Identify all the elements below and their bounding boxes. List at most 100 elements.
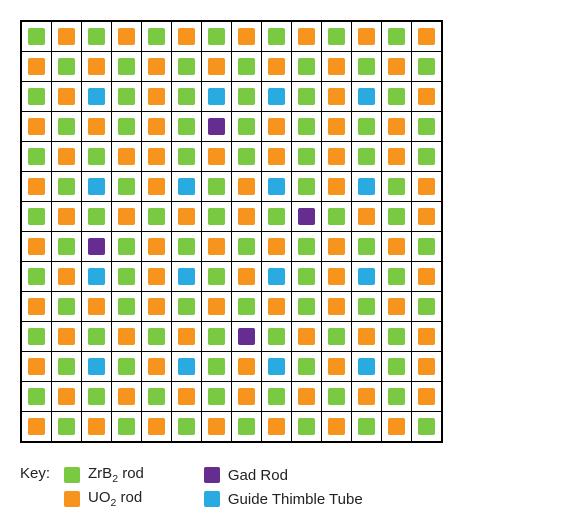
grid-cell (352, 82, 381, 111)
grid-cell (262, 112, 291, 141)
rod (358, 88, 375, 105)
grid-cell (82, 262, 111, 291)
rod (88, 58, 105, 75)
grid-cell (52, 52, 81, 81)
grid-cell (52, 322, 81, 351)
rod (268, 178, 285, 195)
rod (268, 28, 285, 45)
rod (208, 328, 225, 345)
rod (388, 118, 405, 135)
rod (58, 358, 75, 375)
legend-label: Gad Rod (228, 467, 288, 484)
rod (418, 118, 435, 135)
rod (58, 118, 75, 135)
grid-cell (232, 292, 261, 321)
rod (118, 88, 135, 105)
rod (148, 118, 165, 135)
rod (148, 238, 165, 255)
rod (148, 298, 165, 315)
rod (118, 28, 135, 45)
rod (178, 328, 195, 345)
grid-cell (202, 322, 231, 351)
rod (298, 418, 315, 435)
grid-cell (52, 142, 81, 171)
grid-cell (322, 112, 351, 141)
grid-cell (82, 202, 111, 231)
grid-cell (292, 262, 321, 291)
grid-cell (22, 232, 51, 261)
grid-cell (22, 382, 51, 411)
rod (328, 388, 345, 405)
rod (358, 418, 375, 435)
grid-cell (412, 112, 441, 141)
grid-cell (172, 322, 201, 351)
rod (88, 268, 105, 285)
rod (238, 58, 255, 75)
rod (328, 208, 345, 225)
grid-cell (202, 352, 231, 381)
grid-cell (22, 292, 51, 321)
rod (298, 358, 315, 375)
grid-cell (82, 22, 111, 51)
grid-cell (382, 232, 411, 261)
grid-cell (172, 352, 201, 381)
grid-cell (112, 142, 141, 171)
legend-swatch (64, 467, 80, 483)
legend-label: UO2 rod (88, 489, 142, 509)
rod (388, 208, 405, 225)
grid-cell (352, 172, 381, 201)
grid-cell (142, 352, 171, 381)
grid-cell (112, 412, 141, 441)
grid-cell (232, 382, 261, 411)
grid-cell (232, 142, 261, 171)
rod (118, 268, 135, 285)
rod (268, 418, 285, 435)
rod (238, 268, 255, 285)
rod (28, 418, 45, 435)
grid-cell (112, 352, 141, 381)
grid-cell (262, 382, 291, 411)
rod (178, 388, 195, 405)
grid-cell (142, 292, 171, 321)
grid-cell (412, 292, 441, 321)
rod (298, 58, 315, 75)
legend-title: Key: (20, 465, 50, 482)
rod (178, 208, 195, 225)
rod (388, 388, 405, 405)
legend-item: UO2 rod (64, 489, 144, 509)
rod (148, 148, 165, 165)
grid-cell (142, 232, 171, 261)
grid-cell (172, 22, 201, 51)
grid-cell (22, 52, 51, 81)
rod (28, 238, 45, 255)
rod (358, 358, 375, 375)
grid-cell (142, 412, 171, 441)
rod (358, 178, 375, 195)
rod (388, 268, 405, 285)
grid-cell (322, 352, 351, 381)
rod (178, 238, 195, 255)
rod (118, 178, 135, 195)
grid-cell (382, 172, 411, 201)
grid-cell (22, 412, 51, 441)
grid-cell (82, 352, 111, 381)
rod (28, 388, 45, 405)
rod (418, 88, 435, 105)
grid-cell (232, 52, 261, 81)
rod (238, 328, 255, 345)
rod (388, 418, 405, 435)
fuel-assembly-grid (20, 20, 443, 443)
grid-cell (232, 262, 261, 291)
grid-cell (292, 22, 321, 51)
rod (238, 388, 255, 405)
grid-cell (322, 142, 351, 171)
grid-cell (82, 82, 111, 111)
rod (268, 88, 285, 105)
grid-cell (382, 382, 411, 411)
rod (418, 328, 435, 345)
rod (178, 28, 195, 45)
grid-cell (262, 172, 291, 201)
grid-cell (112, 82, 141, 111)
grid-cell (262, 202, 291, 231)
grid-cell (22, 322, 51, 351)
